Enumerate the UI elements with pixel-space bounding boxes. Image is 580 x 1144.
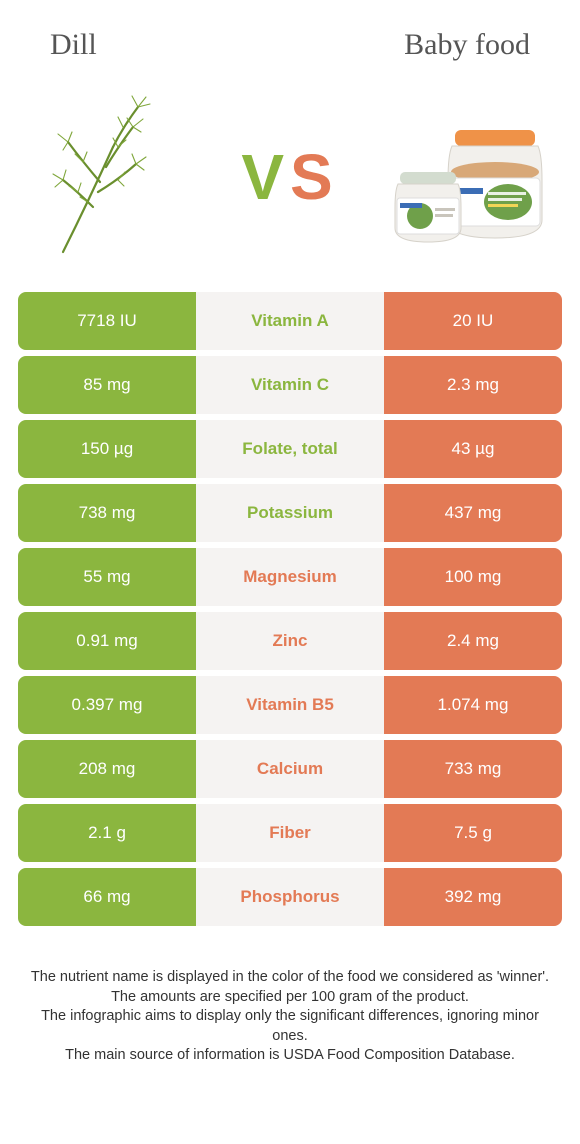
value-left: 66 mg (18, 868, 196, 926)
nutrient-name: Fiber (196, 804, 384, 862)
images-row: VS (0, 72, 580, 292)
footer-line: The main source of information is USDA F… (30, 1046, 550, 1066)
value-right: 733 mg (384, 740, 562, 798)
nutrient-name: Vitamin B5 (196, 676, 384, 734)
value-left: 2.1 g (18, 804, 196, 862)
table-row: 738 mgPotassium437 mg (18, 484, 562, 542)
value-right: 43 µg (384, 420, 562, 478)
vs-s: S (290, 141, 339, 213)
value-right: 20 IU (384, 292, 562, 350)
value-left: 55 mg (18, 548, 196, 606)
value-left: 85 mg (18, 356, 196, 414)
babyfood-image (375, 85, 560, 270)
value-left: 738 mg (18, 484, 196, 542)
nutrient-name: Magnesium (196, 548, 384, 606)
footer-line: The infographic aims to display only the… (30, 1007, 550, 1046)
value-right: 2.4 mg (384, 612, 562, 670)
comparison-table: 7718 IUVitamin A20 IU 85 mgVitamin C2.3 m… (0, 292, 580, 926)
nutrient-name: Phosphorus (196, 868, 384, 926)
value-left: 150 µg (18, 420, 196, 478)
title-right: Baby food (404, 28, 530, 62)
title-left: Dill (50, 28, 97, 62)
table-row: 208 mgCalcium733 mg (18, 740, 562, 798)
table-row: 7718 IUVitamin A20 IU (18, 292, 562, 350)
value-left: 0.397 mg (18, 676, 196, 734)
nutrient-name: Calcium (196, 740, 384, 798)
table-row: 2.1 gFiber7.5 g (18, 804, 562, 862)
table-row: 66 mgPhosphorus392 mg (18, 868, 562, 926)
value-left: 0.91 mg (18, 612, 196, 670)
table-row: 55 mgMagnesium100 mg (18, 548, 562, 606)
value-right: 100 mg (384, 548, 562, 606)
value-right: 7.5 g (384, 804, 562, 862)
footer-line: The amounts are specified per 100 gram o… (30, 988, 550, 1008)
value-right: 2.3 mg (384, 356, 562, 414)
header-row: Dill Baby food (0, 0, 580, 72)
table-row: 85 mgVitamin C2.3 mg (18, 356, 562, 414)
footer-notes: The nutrient name is displayed in the co… (0, 932, 580, 1066)
table-row: 0.91 mgZinc2.4 mg (18, 612, 562, 670)
jar-icon (380, 100, 555, 255)
value-left: 208 mg (18, 740, 196, 798)
footer-line: The nutrient name is displayed in the co… (30, 968, 550, 988)
vs-label: VS (241, 140, 338, 214)
dill-image (20, 85, 205, 270)
table-row: 0.397 mgVitamin B51.074 mg (18, 676, 562, 734)
table-row: 150 µgFolate, total43 µg (18, 420, 562, 478)
value-left: 7718 IU (18, 292, 196, 350)
vs-v: V (241, 141, 290, 213)
nutrient-name: Folate, total (196, 420, 384, 478)
nutrient-name: Vitamin A (196, 292, 384, 350)
nutrient-name: Vitamin C (196, 356, 384, 414)
value-right: 1.074 mg (384, 676, 562, 734)
nutrient-name: Potassium (196, 484, 384, 542)
dill-icon (28, 92, 198, 262)
value-right: 437 mg (384, 484, 562, 542)
value-right: 392 mg (384, 868, 562, 926)
nutrient-name: Zinc (196, 612, 384, 670)
